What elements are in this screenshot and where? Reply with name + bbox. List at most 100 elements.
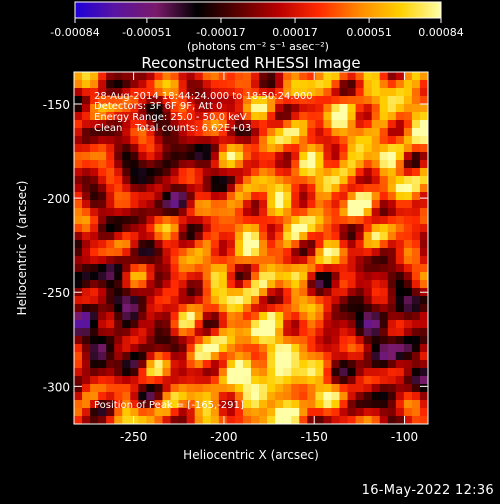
heatmap-cell xyxy=(114,240,123,249)
heatmap-cell xyxy=(138,376,147,385)
heatmap-cell xyxy=(138,296,147,305)
heatmap-cell xyxy=(363,336,373,345)
heatmap-cell xyxy=(331,104,340,113)
heatmap-cell xyxy=(130,96,139,105)
heatmap-cell xyxy=(355,360,365,369)
heatmap-cell xyxy=(347,360,356,369)
heatmap-cell xyxy=(162,304,171,313)
heatmap-cell xyxy=(170,256,179,265)
heatmap-cell xyxy=(90,144,99,153)
heatmap-cell xyxy=(170,136,179,145)
heatmap-cell xyxy=(210,376,220,385)
heatmap-cell xyxy=(226,312,236,321)
heatmap-cell xyxy=(267,232,276,241)
heatmap-cell xyxy=(339,304,348,313)
heatmap-cell xyxy=(395,368,405,377)
heatmap-cell xyxy=(259,168,268,177)
annotation-energy-range: Energy Range: 25.0 - 50.0 keV xyxy=(94,112,247,123)
heatmap-cell xyxy=(154,296,163,305)
heatmap-cell xyxy=(178,216,188,225)
heatmap-cell xyxy=(259,208,268,217)
heatmap-cell xyxy=(242,216,252,225)
heatmap-cell xyxy=(395,264,405,273)
heatmap-cell xyxy=(347,208,356,217)
heatmap-cell xyxy=(90,368,99,377)
heatmap-cell xyxy=(347,352,356,361)
heatmap-cell xyxy=(242,248,252,257)
heatmap-cell xyxy=(210,360,220,369)
heatmap-cell xyxy=(98,408,107,417)
heatmap-cell xyxy=(130,264,139,273)
heatmap-cell xyxy=(234,344,244,353)
heatmap-cell xyxy=(98,264,107,273)
heatmap-cell xyxy=(283,208,292,217)
heatmap-cell xyxy=(339,280,348,289)
heatmap-cell xyxy=(186,88,196,97)
heatmap-cell xyxy=(291,392,300,401)
heatmap-cell xyxy=(299,384,308,393)
heatmap-cell xyxy=(275,232,284,241)
heatmap-cell xyxy=(242,312,252,321)
heatmap-cell xyxy=(267,328,276,337)
heatmap-cell xyxy=(411,368,421,377)
heatmap-cell xyxy=(178,200,188,209)
annotation-counts: Clean Total counts: 6.62E+03 xyxy=(94,123,251,134)
heatmap-cell xyxy=(371,160,381,169)
heatmap-cell xyxy=(178,328,188,337)
heatmap-cell xyxy=(411,160,421,169)
heatmap-cell xyxy=(106,408,115,417)
heatmap-cell xyxy=(194,96,204,105)
heatmap-cell xyxy=(259,240,268,249)
heatmap-cell xyxy=(226,184,236,193)
heatmap-cell xyxy=(307,128,316,137)
heatmap-cell xyxy=(210,304,220,313)
heatmap-cell xyxy=(106,128,115,137)
heatmap-cell xyxy=(315,248,324,257)
heatmap-cell xyxy=(331,200,340,209)
heatmap-cell xyxy=(411,120,421,129)
heatmap-cell xyxy=(307,360,316,369)
heatmap-cell xyxy=(82,176,91,185)
heatmap-cell xyxy=(162,408,171,417)
heatmap-cell xyxy=(411,88,421,97)
heatmap-cell xyxy=(379,80,389,89)
heatmap-cell xyxy=(234,312,244,321)
heatmap-cell xyxy=(395,288,405,297)
heatmap-cell xyxy=(226,360,236,369)
heatmap-cell xyxy=(130,136,139,145)
heatmap-cell xyxy=(267,136,276,145)
heatmap-cell xyxy=(267,80,276,89)
heatmap-cell xyxy=(371,136,381,145)
heatmap-cell xyxy=(106,344,115,353)
heatmap-cell xyxy=(210,200,220,209)
heatmap-cell xyxy=(170,208,179,217)
heatmap-cell xyxy=(411,176,421,185)
heatmap-cell xyxy=(395,136,405,145)
heatmap-cell xyxy=(419,112,428,121)
heatmap-cell xyxy=(202,88,212,97)
heatmap-cell xyxy=(347,304,356,313)
heatmap-cell xyxy=(186,264,196,273)
heatmap-cell xyxy=(403,312,413,321)
heatmap-cell xyxy=(202,72,212,81)
heatmap-cell xyxy=(355,160,365,169)
heatmap-cell xyxy=(315,392,324,401)
heatmap-cell xyxy=(379,104,389,113)
heatmap-cell xyxy=(130,320,139,329)
heatmap-cell xyxy=(371,256,381,265)
heatmap-cell xyxy=(114,408,123,417)
heatmap-cell xyxy=(194,392,204,401)
heatmap-cell xyxy=(267,344,276,353)
heatmap-cell xyxy=(234,192,244,201)
heatmap-cell xyxy=(371,288,381,297)
heatmap-cell xyxy=(387,80,397,89)
heatmap-cell xyxy=(202,288,212,297)
heatmap-cell xyxy=(251,88,260,97)
heatmap-cell xyxy=(315,216,324,225)
heatmap-cell xyxy=(234,72,244,81)
heatmap-cell xyxy=(411,216,421,225)
heatmap-cell xyxy=(242,408,252,417)
heatmap-cell xyxy=(130,328,139,337)
heatmap-cell xyxy=(242,96,252,105)
heatmap-cell xyxy=(355,416,365,424)
